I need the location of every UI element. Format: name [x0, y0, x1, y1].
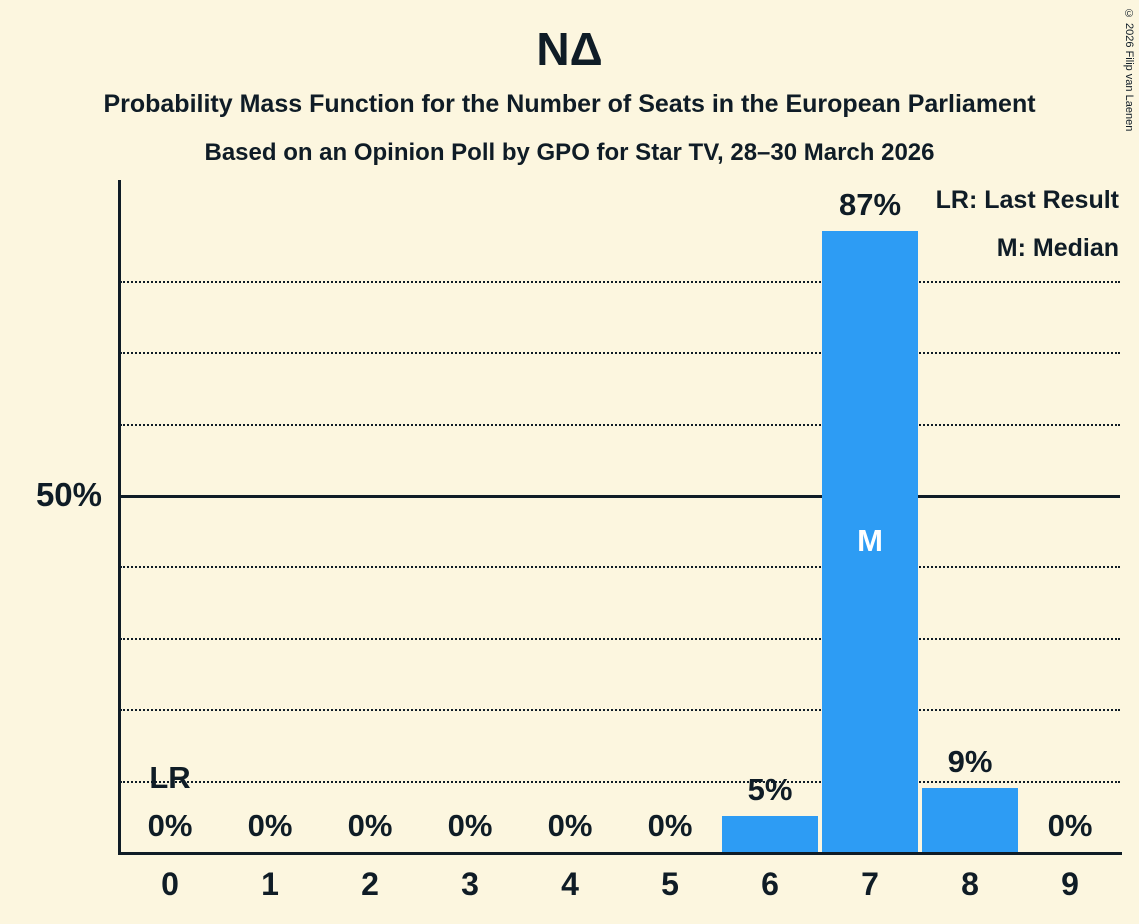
bar-value-label-seats-3: 0%	[447, 808, 493, 843]
bar-value-label-seats-7: 87%	[838, 186, 902, 222]
gridline-60-percent	[120, 423, 1120, 426]
legend-last-result: LR: Last Result	[935, 186, 1119, 214]
bar-seats-8	[922, 787, 1018, 852]
x-tick-label-7: 7	[861, 866, 879, 902]
chart-subtitle-line2: Based on an Opinion Poll by GPO for Star…	[204, 139, 935, 166]
copyright-note: © 2026 Filip van Laenen	[1123, 8, 1135, 132]
x-tick-label-6: 6	[761, 866, 779, 902]
gridline-80-percent	[120, 280, 1120, 283]
gridline-40-percent	[120, 566, 1120, 569]
chart-title: ΝΔ	[536, 23, 603, 75]
gridline-70-percent	[120, 352, 1120, 355]
chart-subtitle-line1: Probability Mass Function for the Number…	[103, 90, 1036, 118]
x-axis-line	[118, 852, 1122, 855]
bar-value-label-seats-0: 0%	[147, 808, 193, 843]
y-axis-50-percent-label: 50%	[35, 476, 102, 513]
x-tick-label-4: 4	[561, 866, 579, 902]
bar-seats-7	[822, 230, 918, 852]
legend-median: M: Median	[996, 234, 1119, 262]
bar-value-label-seats-9: 0%	[1047, 808, 1093, 843]
x-tick-label-8: 8	[961, 866, 979, 902]
gridline-20-percent	[120, 709, 1120, 712]
x-tick-label-2: 2	[361, 866, 379, 902]
bar-value-label-seats-4: 0%	[547, 808, 593, 843]
annotation-lr-seats-0: LR	[149, 760, 191, 795]
gridline-50-percent-solid	[120, 495, 1120, 498]
x-tick-label-3: 3	[461, 866, 479, 902]
gridline-10-percent	[120, 780, 1120, 783]
bar-value-label-seats-8: 9%	[947, 743, 993, 779]
plot-area: 0% 0% 0% 0% 0% 0% 5% 87% 9% 0% LR M	[120, 180, 1120, 852]
bar-value-label-seats-6: 5%	[747, 772, 793, 808]
x-tick-label-9: 9	[1061, 866, 1079, 902]
bar-value-label-seats-5: 0%	[647, 808, 693, 843]
annotation-m-seats-7: M	[857, 523, 883, 559]
y-axis-line	[118, 180, 121, 855]
gridline-30-percent	[120, 637, 1120, 640]
bar-value-label-seats-2: 0%	[347, 808, 393, 843]
x-tick-label-0: 0	[161, 866, 179, 902]
x-tick-label-1: 1	[261, 866, 279, 902]
x-tick-label-5: 5	[661, 866, 679, 902]
bar-seats-6	[722, 816, 818, 852]
bar-value-label-seats-1: 0%	[247, 808, 293, 843]
